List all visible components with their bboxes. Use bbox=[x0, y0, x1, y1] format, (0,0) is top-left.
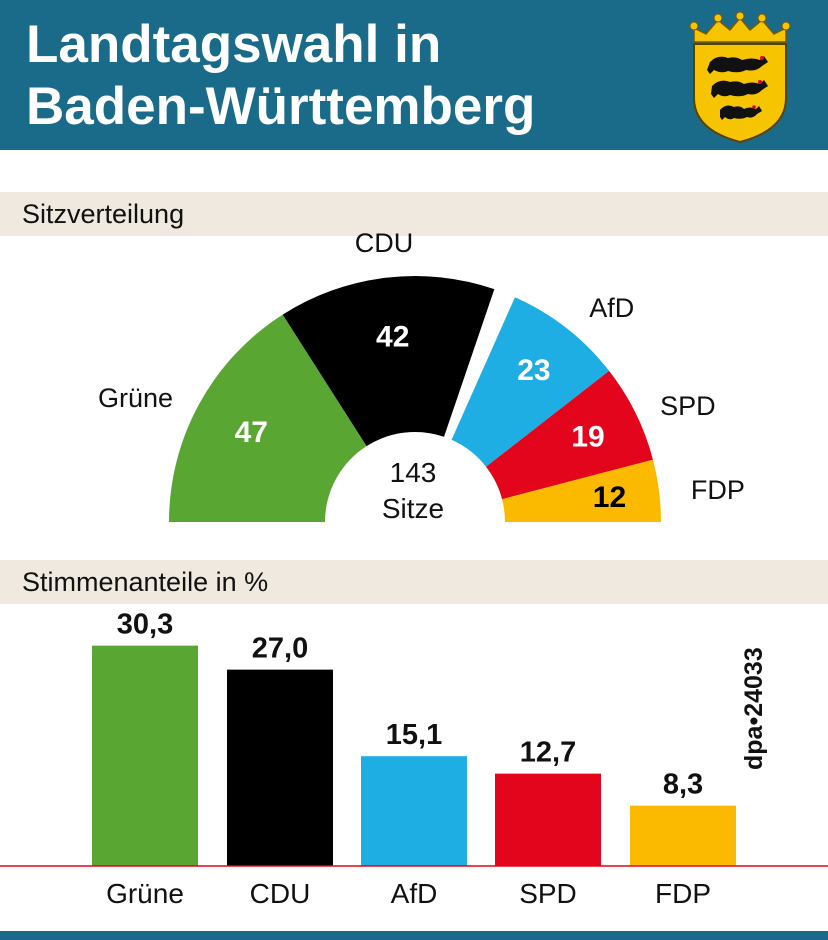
credit-dpa: dpa•24033 bbox=[740, 647, 768, 770]
vote-bar-afd bbox=[361, 756, 467, 866]
vote-share-heading: Stimmenanteile in % bbox=[0, 560, 828, 604]
vote-value-fdp: 8,3 bbox=[663, 769, 703, 801]
seat-total-number: 143 bbox=[390, 457, 437, 488]
seat-total-label: Sitze bbox=[382, 493, 444, 524]
vote-value-spd: 12,7 bbox=[520, 737, 576, 769]
seat-value-fdp: 12 bbox=[593, 481, 626, 514]
vote-label-spd: SPD bbox=[519, 878, 577, 909]
seat-value-gruene: 47 bbox=[235, 416, 268, 449]
vote-bar-cdu bbox=[227, 669, 333, 866]
title-line-1: Landtagswahl in bbox=[26, 15, 442, 74]
seat-slice-spd bbox=[486, 370, 653, 500]
seat-value-afd: 23 bbox=[517, 354, 550, 387]
vote-label-fdp: FDP bbox=[655, 878, 711, 909]
seat-value-cdu: 42 bbox=[376, 321, 409, 354]
vote-bar-spd bbox=[495, 773, 601, 866]
vote-share-title: Stimmenanteile in % bbox=[22, 567, 269, 597]
seat-slice-afd bbox=[451, 297, 610, 467]
seat-label-gruene: Grüne bbox=[98, 383, 173, 413]
seat-label-cdu: CDU bbox=[355, 228, 414, 258]
vote-bar-fdp bbox=[630, 805, 736, 866]
vote-label-gruene: Grüne bbox=[106, 878, 184, 909]
vote-label-cdu: CDU bbox=[250, 878, 311, 909]
page-title: Landtagswahl in Baden-Württemberg bbox=[26, 14, 535, 138]
seat-slice-cdu bbox=[282, 276, 495, 447]
seat-distribution-title: Sitzverteilung bbox=[22, 199, 185, 229]
title-line-2: Baden-Württemberg bbox=[26, 77, 536, 136]
seat-value-spd: 19 bbox=[571, 421, 604, 454]
vote-value-gruene: 30,3 bbox=[117, 609, 173, 641]
seat-label-spd: SPD bbox=[660, 391, 716, 421]
seat-slice-fdp bbox=[502, 459, 661, 522]
seat-slice-gruene bbox=[169, 314, 367, 522]
bottom-rule bbox=[0, 931, 828, 940]
header-banner: Landtagswahl in Baden-Württemberg bbox=[0, 0, 828, 150]
seat-label-afd: AfD bbox=[589, 293, 634, 323]
seat-label-fdp: FDP bbox=[691, 475, 745, 505]
coat-of-arms-icon bbox=[689, 11, 791, 144]
vote-value-afd: 15,1 bbox=[386, 719, 442, 751]
vote-label-afd: AfD bbox=[391, 878, 438, 909]
seat-distribution-heading: Sitzverteilung bbox=[0, 192, 828, 236]
vote-value-cdu: 27,0 bbox=[252, 633, 308, 665]
vote-bar-gruene bbox=[92, 645, 198, 866]
